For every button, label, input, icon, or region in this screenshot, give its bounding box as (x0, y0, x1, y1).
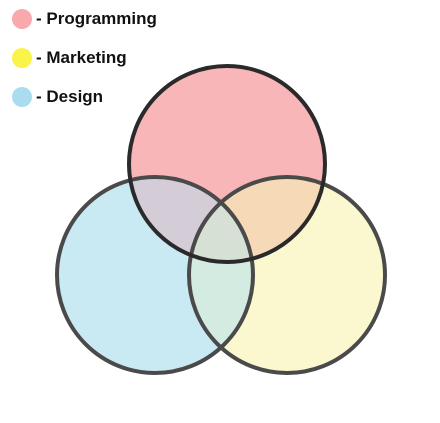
programming-swatch-icon (12, 9, 32, 29)
marketing-swatch-icon (12, 48, 32, 68)
design-swatch-icon (12, 87, 32, 107)
legend-item-programming: - Programming (12, 8, 157, 30)
marketing-circle-outline (187, 175, 387, 375)
legend: - Programming - Marketing - Design (12, 8, 157, 125)
design-circle-outline (55, 175, 255, 375)
legend-item-design: - Design (12, 86, 157, 108)
legend-item-marketing: - Marketing (12, 47, 157, 69)
legend-label-programming: - Programming (36, 9, 157, 28)
legend-label-design: - Design (36, 87, 104, 106)
legend-label-marketing: - Marketing (36, 48, 127, 67)
programming-circle-outline (127, 64, 327, 264)
